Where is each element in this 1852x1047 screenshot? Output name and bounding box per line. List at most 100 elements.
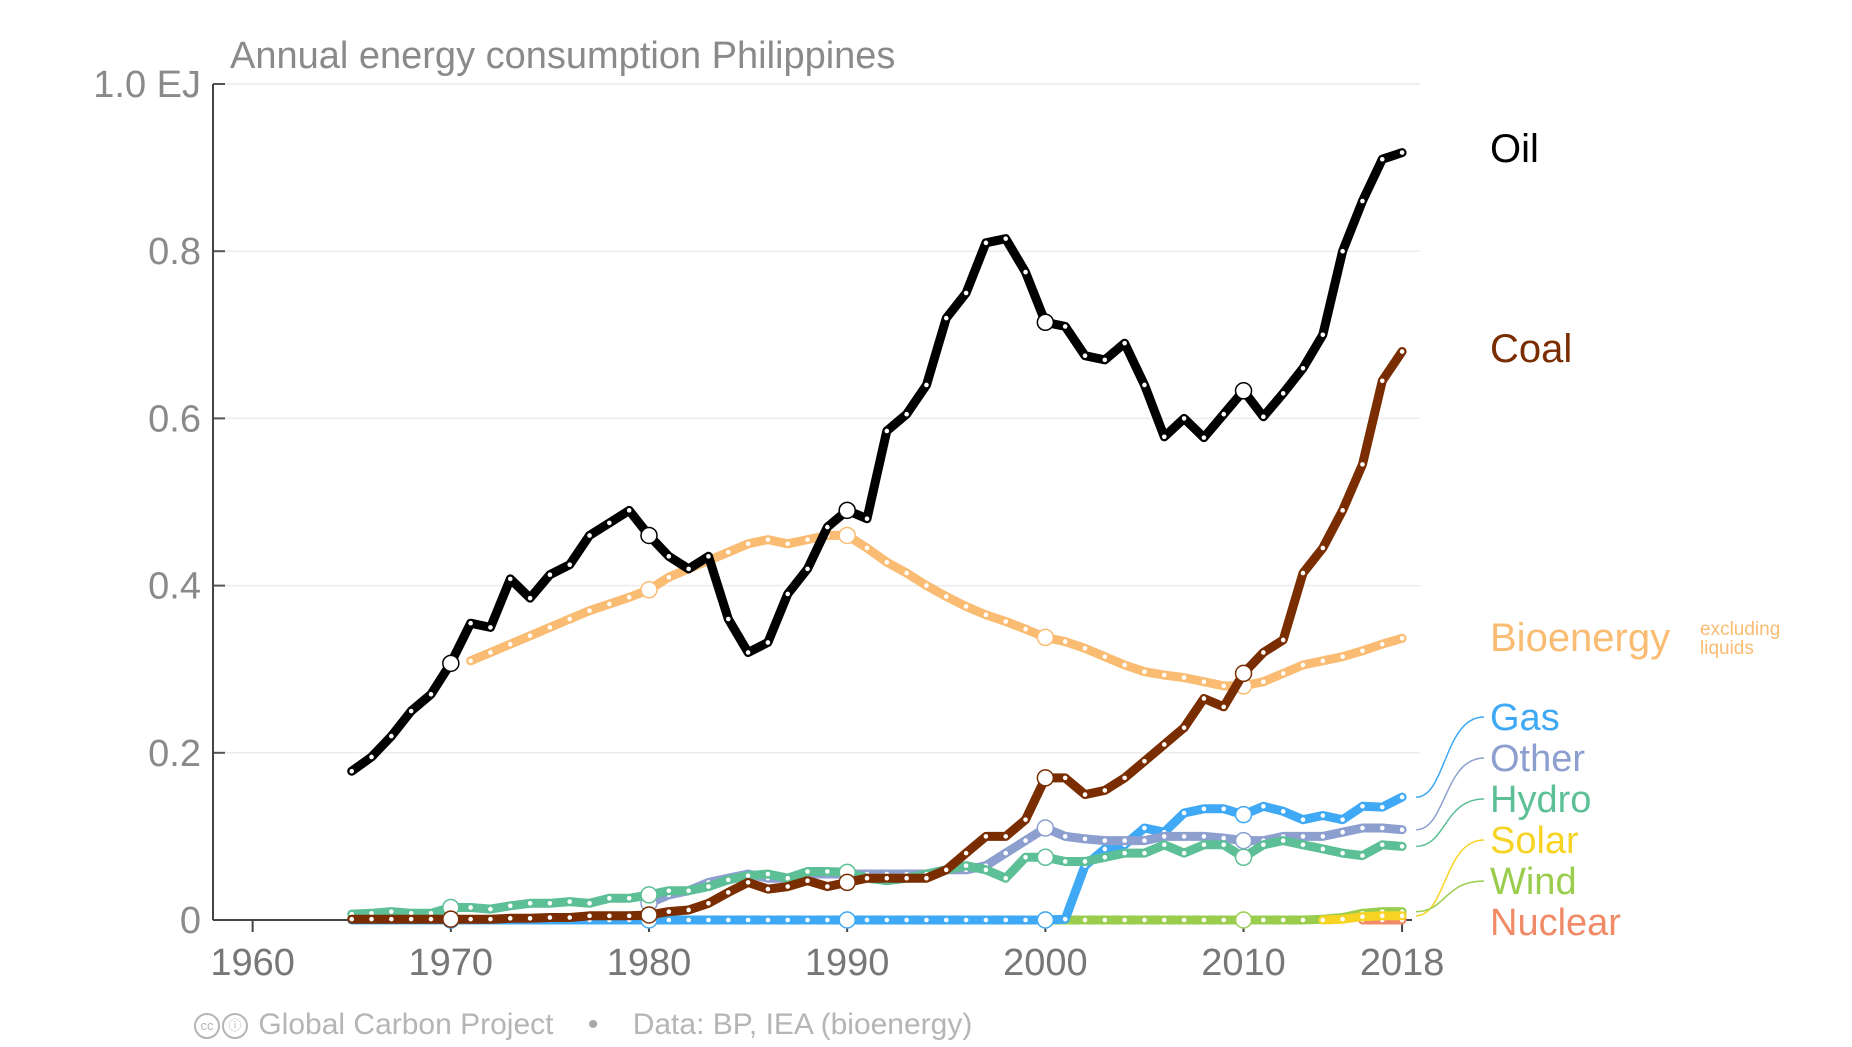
decade-marker-other	[1234, 831, 1253, 850]
point-coal	[587, 913, 592, 919]
series-label-coal: Coal	[1490, 327, 1572, 371]
point-bioenergy	[765, 537, 771, 542]
point-wind	[1082, 917, 1088, 923]
point-gas	[1340, 817, 1345, 822]
point-oil	[1082, 353, 1088, 359]
point-bioenergy	[1280, 671, 1286, 676]
point-gas	[686, 917, 691, 923]
point-oil	[785, 591, 791, 597]
point-gas	[924, 917, 929, 923]
point-hydro	[1161, 842, 1167, 848]
point-oil	[1280, 391, 1286, 396]
point-bioenergy	[904, 570, 909, 576]
x-tick-label: 1980	[607, 942, 692, 984]
point-gas	[1379, 804, 1385, 810]
point-oil	[1379, 156, 1385, 162]
point-gas	[1181, 810, 1187, 816]
point-wind	[1142, 917, 1147, 923]
point-coal	[389, 916, 394, 922]
point-oil	[805, 566, 810, 572]
point-bioenergy	[1023, 626, 1028, 632]
point-hydro	[488, 906, 493, 912]
point-bioenergy	[983, 612, 989, 618]
point-gas	[904, 917, 909, 923]
point-oil	[527, 595, 533, 601]
point-coal	[686, 907, 691, 913]
point-oil	[626, 508, 632, 513]
x-tick-label: 2010	[1201, 942, 1286, 984]
decade-marker-coal	[1234, 664, 1253, 683]
point-coal	[825, 884, 830, 889]
point-oil	[745, 650, 751, 655]
point-coal	[963, 850, 969, 856]
point-hydro	[1023, 855, 1028, 860]
decade-marker-coal	[838, 873, 856, 892]
point-bioenergy	[587, 608, 592, 613]
point-oil	[1201, 435, 1207, 440]
point-coal	[1201, 696, 1207, 701]
point-oil	[389, 733, 394, 739]
leader-line-wind	[1416, 880, 1485, 913]
point-oil	[1102, 357, 1108, 363]
point-solar	[1320, 917, 1326, 923]
point-oil	[1003, 236, 1009, 241]
point-hydro	[983, 867, 989, 873]
decade-marker-gas	[838, 911, 856, 929]
point-hydro	[1082, 859, 1088, 864]
chart-title: Annual energy consumption Philippines	[230, 35, 895, 77]
point-coal	[349, 916, 355, 922]
decade-marker-oil	[838, 501, 856, 520]
point-coal	[1122, 775, 1127, 781]
point-bioenergy	[567, 616, 573, 622]
point-coal	[1102, 788, 1108, 793]
x-tick-label: 1970	[409, 942, 494, 984]
point-coal	[428, 916, 434, 922]
point-oil	[607, 520, 612, 526]
point-other	[1221, 835, 1227, 841]
point-gas	[1360, 804, 1365, 809]
point-bioenergy	[527, 633, 533, 639]
point-wind	[1280, 917, 1286, 923]
footer-source: Data: BP, IEA (bioenergy)	[632, 1008, 973, 1041]
point-oil	[587, 533, 592, 538]
point-bioenergy	[1201, 679, 1207, 685]
point-oil	[725, 616, 731, 622]
point-coal	[785, 884, 791, 889]
leader-line-hydro	[1416, 798, 1485, 848]
point-coal	[1379, 378, 1385, 384]
point-wind	[1261, 917, 1266, 923]
x-tick-label: 1960	[210, 942, 295, 984]
series-label-hydro: Hydro	[1490, 779, 1591, 821]
point-hydro	[1003, 875, 1009, 881]
y-tick-label: 1.0 EJ	[93, 64, 201, 106]
point-bioenergy	[468, 658, 473, 664]
point-other	[1201, 834, 1207, 839]
point-oil	[666, 554, 672, 559]
point-solar	[1340, 916, 1345, 922]
point-oil	[408, 708, 414, 714]
point-hydro	[567, 899, 573, 904]
point-bioenergy	[1320, 658, 1326, 664]
point-wind	[1102, 917, 1108, 923]
point-oil	[1161, 434, 1167, 440]
point-coal	[488, 916, 493, 922]
series-label-oil: Oil	[1490, 127, 1539, 171]
point-gas	[1300, 817, 1306, 822]
point-hydro	[1399, 844, 1405, 849]
point-gas	[725, 917, 731, 923]
point-oil	[864, 516, 870, 522]
point-bioenergy	[1082, 646, 1088, 651]
point-solar	[1379, 913, 1385, 919]
point-hydro	[686, 888, 691, 894]
by-icon: ⓘ	[222, 1013, 248, 1039]
point-hydro	[389, 909, 394, 914]
point-oil	[1320, 332, 1326, 338]
x-tick-label: 1990	[805, 942, 890, 984]
point-hydro	[1201, 842, 1207, 848]
point-gas	[1003, 917, 1009, 923]
point-oil	[1142, 382, 1147, 388]
point-gas	[1261, 804, 1266, 809]
x-tick-label: 2000	[1003, 942, 1088, 984]
point-coal	[805, 878, 810, 884]
